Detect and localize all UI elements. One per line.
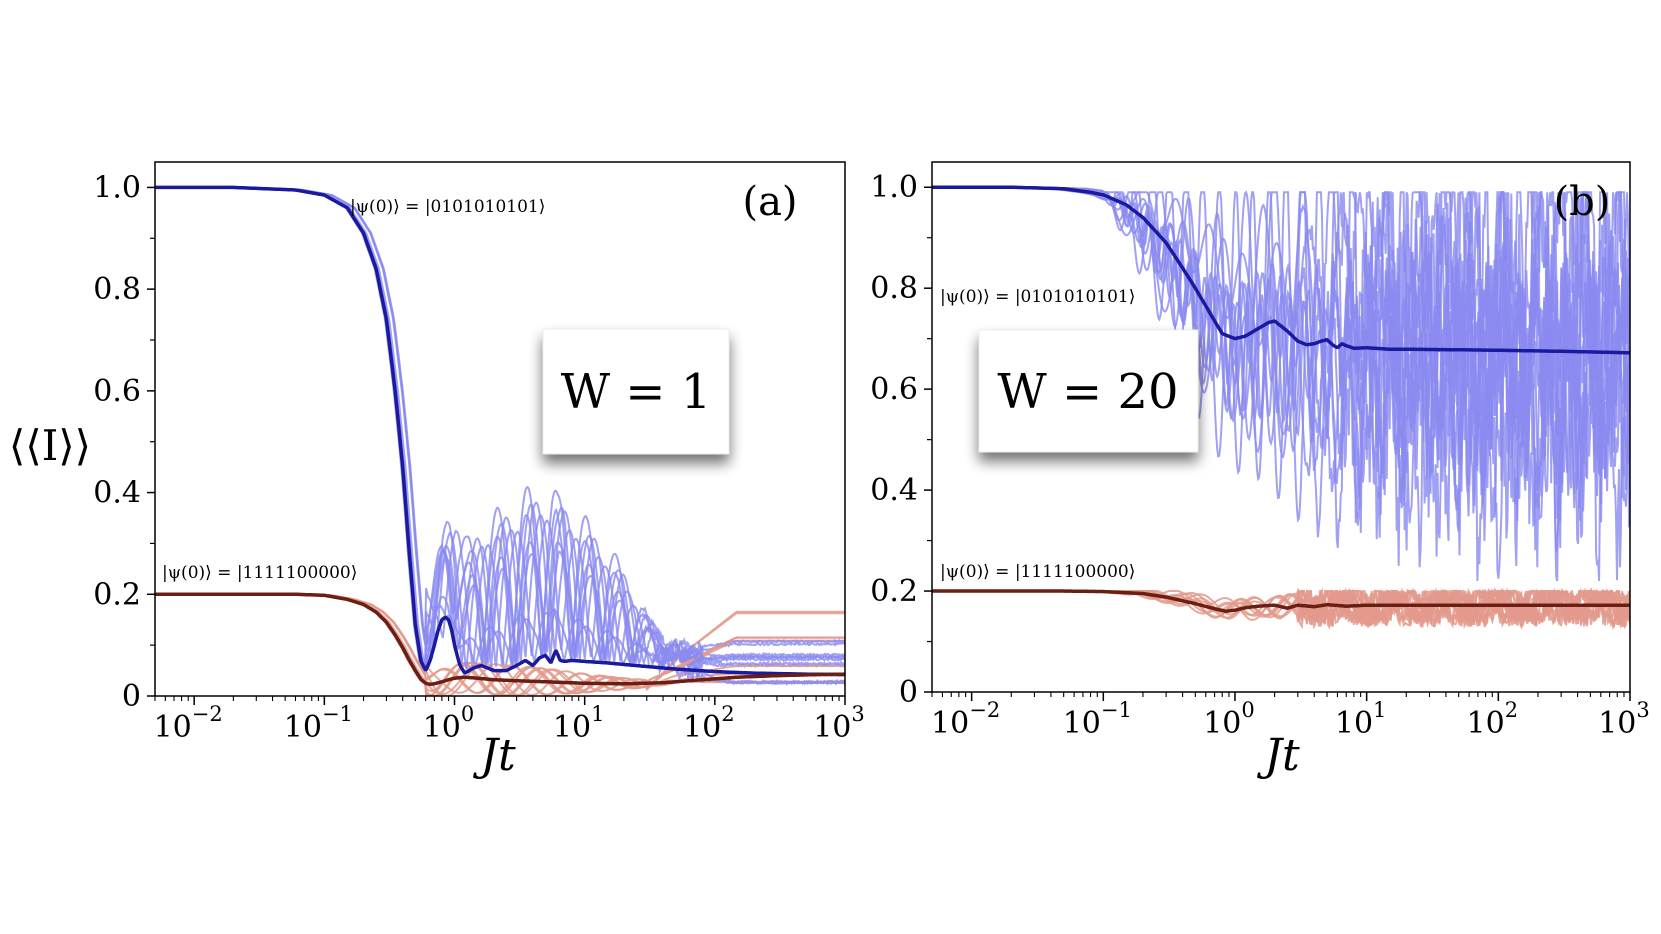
x-tick-label: 103 (813, 702, 865, 745)
y-tick-label: 0 (899, 675, 918, 710)
x-tick-base: 10 (553, 710, 591, 745)
x-tick-base: 10 (813, 710, 851, 745)
x-tick-base: 10 (154, 710, 192, 745)
panel-a-ticks: 00.20.40.60.81.010−2 10−1 100 101 102 103 (93, 170, 865, 745)
x-tick-base: 10 (683, 710, 721, 745)
panel-b-annotation-blue: |ψ(0)⟩ = |0101010101⟩ (940, 287, 1135, 307)
y-tick-label: 0.2 (93, 577, 141, 612)
mean-curve-red (155, 592, 845, 687)
x-tick-exponent: −1 (1101, 698, 1132, 722)
x-tick-base: 10 (931, 706, 969, 741)
mean-curve-blue (155, 185, 845, 677)
panel-a-tag: (a) (742, 179, 797, 225)
x-tick-base: 10 (423, 710, 461, 745)
x-tick-exponent: −2 (969, 698, 1000, 722)
panel-b-annotation-red: |ψ(0)⟩ = |1111100000⟩ (940, 562, 1135, 582)
x-tick-label: 102 (1467, 698, 1519, 741)
panel-b: 00.20.40.60.81.010−2 10−1 100 101 102 103 (b)… (870, 161, 1650, 781)
x-tick-label: 102 (683, 702, 735, 745)
x-tick-label: 100 (423, 702, 475, 745)
mean-curve-blue (932, 185, 1630, 355)
x-tick-label: 101 (553, 702, 605, 745)
panel-a-annotation-red: |ψ(0)⟩ = |1111100000⟩ (162, 563, 357, 583)
sample-curve-blue (155, 186, 845, 674)
x-tick-label: 101 (1335, 698, 1387, 741)
y-tick-label: 0.4 (870, 473, 918, 508)
panel-a-w-box-card (542, 328, 730, 455)
x-tick-exponent: 1 (591, 702, 604, 726)
panel-b-w-box: W = 20 (978, 329, 1199, 453)
panel-a-frame (154, 161, 846, 697)
y-tick-label: 0.2 (870, 574, 918, 609)
y-tick-label: 0.4 (93, 476, 141, 511)
y-tick-label: 0.6 (93, 374, 141, 409)
x-tick-base: 10 (1598, 706, 1636, 741)
y-axis-label: ⟨⟨I⟩⟩ (9, 421, 91, 470)
panel-a-w-box: W = 1 (542, 328, 730, 455)
x-tick-exponent: 3 (1636, 698, 1649, 722)
y-tick-label: 0.8 (93, 272, 141, 307)
panel-a-annotation-blue: |ψ(0)⟩ = |0101010101⟩ (350, 197, 545, 217)
panel-a-w-label: W = 1 (561, 364, 712, 420)
axes-frame (154, 161, 846, 697)
y-tick-label: 1.0 (870, 170, 918, 205)
x-tick-label: 10−2 (154, 702, 223, 745)
sample-curve-blue (155, 186, 845, 674)
panel-b-average-curves (932, 185, 1630, 613)
x-tick-base: 10 (1203, 706, 1241, 741)
x-tick-base: 10 (1063, 706, 1101, 741)
x-tick-exponent: −1 (322, 702, 353, 726)
panel-a-average-curves (155, 185, 845, 687)
x-tick-exponent: 3 (851, 702, 864, 726)
sample-curve-blue (155, 186, 845, 673)
panel-b-w-box-card (978, 329, 1199, 453)
panel-a-xlabel: Jt (472, 730, 516, 781)
panel-b-ticks: 00.20.40.60.81.010−2 10−1 100 101 102 103 (870, 170, 1650, 741)
sample-curve-blue (155, 186, 845, 670)
panel-b-w-label: W = 20 (997, 364, 1178, 420)
x-tick-base: 10 (1467, 706, 1505, 741)
x-tick-exponent: 1 (1373, 698, 1386, 722)
y-tick-label: 1.0 (93, 170, 141, 205)
x-tick-base: 10 (1335, 706, 1373, 741)
x-tick-label: 10−1 (1063, 698, 1132, 741)
mean-curve-red (932, 589, 1630, 613)
x-tick-base: 10 (284, 710, 322, 745)
x-tick-exponent: 0 (1241, 698, 1254, 722)
panel-b-frame (931, 161, 1631, 693)
y-tick-label: 0.6 (870, 372, 918, 407)
x-tick-exponent: 2 (721, 702, 734, 726)
y-tick-label: 0 (122, 679, 141, 714)
x-tick-exponent: −2 (192, 702, 223, 726)
x-tick-label: 100 (1203, 698, 1255, 741)
panel-b-tag: (b) (1554, 179, 1611, 225)
axes-frame (931, 161, 1631, 693)
x-tick-label: 103 (1598, 698, 1650, 741)
x-tick-label: 10−2 (931, 698, 1000, 741)
x-tick-exponent: 0 (461, 702, 474, 726)
panel-a: 00.20.40.60.81.010−2 10−1 100 101 102 103 (a)… (93, 161, 865, 781)
sample-curve-blue (155, 186, 845, 671)
y-tick-label: 0.8 (870, 271, 918, 306)
sample-curve-blue (155, 186, 845, 674)
x-tick-label: 10−1 (284, 702, 353, 745)
panel-b-xlabel: Jt (1256, 730, 1300, 781)
x-tick-exponent: 2 (1505, 698, 1518, 722)
panel-a-sample-curves (155, 186, 845, 696)
